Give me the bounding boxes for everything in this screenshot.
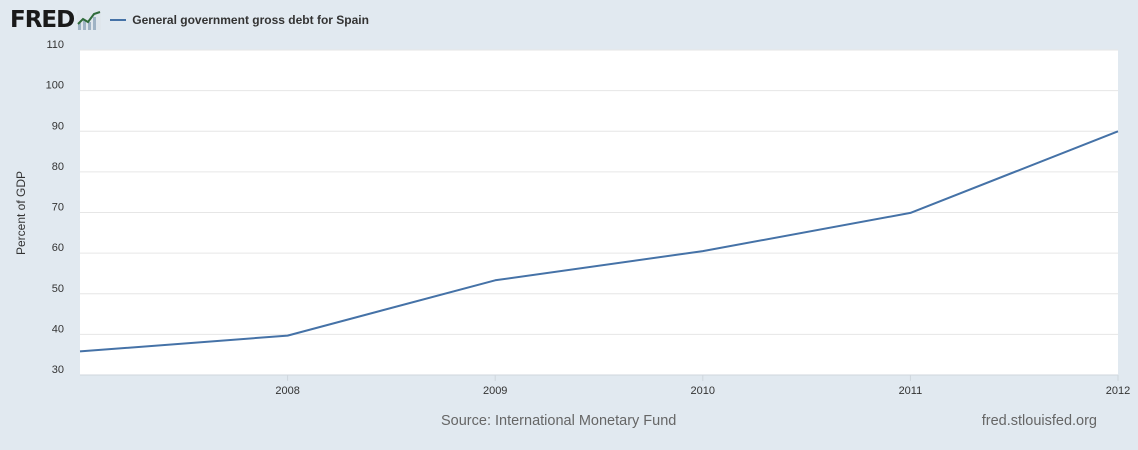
data-point[interactable]	[492, 277, 498, 283]
x-tick-label: 2012	[1106, 385, 1130, 397]
x-tick-label: 2009	[483, 385, 507, 397]
y-tick-label: 40	[52, 323, 64, 335]
data-point[interactable]	[700, 248, 706, 254]
y-axis-label: Percent of GDP	[14, 171, 28, 255]
fred-logo[interactable]: FRED	[10, 7, 75, 33]
y-tick-label: 100	[46, 80, 64, 92]
y-tick-label: 60	[52, 242, 64, 254]
x-tick-label: 2008	[275, 385, 299, 397]
y-tick-label: 70	[52, 202, 64, 214]
y-tick-label: 90	[52, 120, 64, 132]
grid-lines	[80, 49, 1118, 335]
data-point[interactable]	[1115, 128, 1121, 134]
chart-header: FRED General government gross debt for S…	[10, 6, 369, 34]
source-text: Source: International Monetary Fund	[441, 413, 677, 429]
y-tick-label: 50	[52, 283, 64, 295]
x-tick-label: 2010	[691, 385, 715, 397]
source-url[interactable]: fred.stlouisfed.org	[981, 413, 1097, 429]
data-point[interactable]	[907, 210, 913, 216]
legend-swatch	[110, 19, 127, 21]
data-point[interactable]	[285, 333, 291, 339]
y-tick-label: 110	[46, 39, 64, 51]
y-tick-label: 30	[52, 364, 64, 376]
series-line[interactable]	[79, 130, 1119, 353]
x-tick-label: 2011	[899, 385, 923, 397]
y-tick-label: 80	[52, 161, 64, 173]
x-axis-ticks: 2008 2009 2010 2011 2012	[275, 375, 1130, 397]
data-point[interactable]	[77, 348, 83, 354]
y-axis-ticks: 30 40 50 60 70 80 90 100 110	[46, 39, 64, 376]
legend-label[interactable]: General government gross debt for Spain	[132, 13, 369, 27]
series-group	[77, 128, 1121, 354]
chart-line-icon	[77, 10, 102, 30]
